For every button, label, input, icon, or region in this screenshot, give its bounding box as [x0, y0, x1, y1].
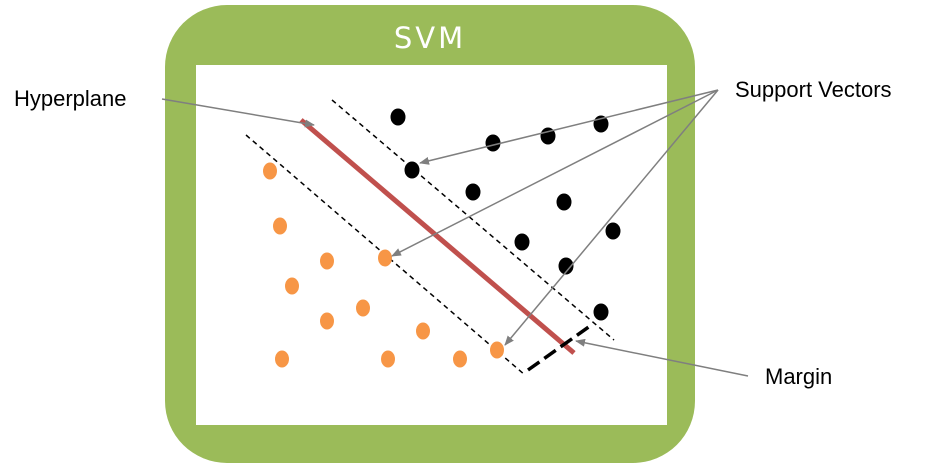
margin-line-upper: [331, 99, 615, 341]
class-b-point: [558, 257, 574, 275]
class-a-point: [356, 299, 370, 317]
support-vectors-label: Support Vectors: [735, 77, 892, 102]
hyperplane-line: [299, 118, 576, 355]
class-a-point: [381, 350, 395, 368]
class-b-point: [605, 222, 621, 240]
class-a-support-vector: [378, 249, 392, 267]
class-a-point: [416, 322, 430, 340]
diagram-title: SVM: [393, 21, 467, 55]
support-vector-arrow: [391, 89, 719, 257]
margin-callout-arrow: [575, 338, 749, 377]
class-b-support-vector: [404, 161, 420, 179]
class-a-points: [263, 162, 504, 368]
class-b-point: [465, 183, 481, 201]
class-a-point: [275, 350, 289, 368]
margin-width-indicator: [526, 324, 592, 372]
class-b-point: [514, 233, 530, 251]
class-a-point: [320, 252, 334, 270]
class-b-point: [540, 127, 556, 145]
support-vector-arrow: [419, 89, 719, 165]
class-a-point: [273, 217, 287, 235]
hyperplane-label: Hyperplane: [14, 86, 127, 111]
class-b-point: [390, 108, 406, 126]
callout-arrows: [161, 89, 749, 377]
class-a-point: [453, 350, 467, 368]
class-b-point: [485, 134, 501, 152]
class-b-point: [593, 303, 609, 321]
class-a-point: [263, 162, 277, 180]
margin-label: Margin: [765, 364, 833, 389]
class-b-point: [556, 193, 572, 211]
support-vector-arrow: [504, 89, 719, 346]
class-a-support-vector: [490, 341, 504, 359]
class-a-point: [320, 312, 334, 330]
class-b-points: [390, 108, 621, 321]
class-a-point: [285, 277, 299, 295]
hyperplane-callout-arrow: [161, 98, 315, 128]
